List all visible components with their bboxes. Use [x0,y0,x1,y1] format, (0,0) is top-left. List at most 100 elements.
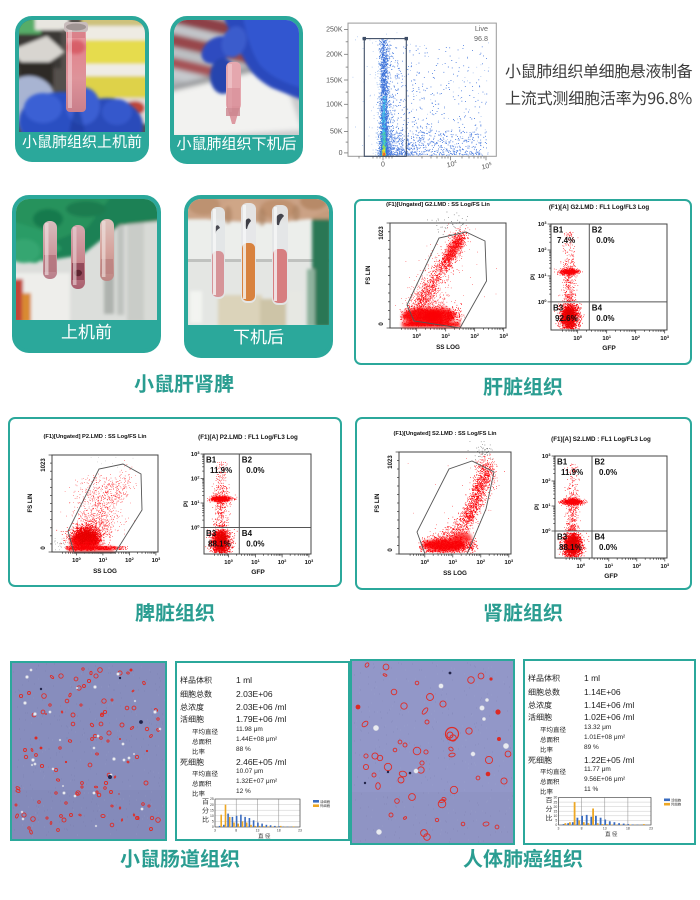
svg-text:1023: 1023 [379,226,385,240]
svg-text:101: 101 [449,559,458,566]
svg-text:103: 103 [538,221,547,228]
svg-text:直 径: 直 径 [605,830,618,838]
svg-text:100: 100 [191,525,200,532]
svg-text:0: 0 [381,162,385,169]
svg-text:102: 102 [631,335,640,342]
svg-text:FS LIN: FS LIN [375,494,381,513]
svg-text:B3: B3 [553,303,564,312]
svg-text:B2: B2 [595,458,606,467]
svg-text:SS LOG: SS LOG [443,570,467,577]
svg-text:0: 0 [388,548,394,552]
svg-text:(F1)[Ungated] P2.LMD : SS Log/: (F1)[Ungated] P2.LMD : SS Log/FS Lin [44,434,148,440]
svg-text:(F1)[A] G2.LMD : FL1 Log/FL3 L: (F1)[A] G2.LMD : FL1 Log/FL3 Log [549,204,650,211]
svg-text:PI: PI [183,501,190,507]
svg-text:直 径: 直 径 [258,832,271,840]
svg-text:B4: B4 [242,529,253,538]
svg-text:B4: B4 [595,533,606,542]
svg-text:50K: 50K [330,129,343,136]
svg-text:1023: 1023 [41,458,47,472]
svg-text:3: 3 [558,827,560,831]
svg-text:100: 100 [412,333,421,340]
svg-text:150K: 150K [326,77,343,84]
svg-text:13: 13 [603,827,607,831]
svg-text:96.8: 96.8 [474,34,488,43]
svg-text:B1: B1 [206,456,217,465]
svg-text:200K: 200K [326,52,343,59]
svg-text:B2: B2 [592,226,603,235]
svg-text:0: 0 [339,150,343,157]
svg-text:8: 8 [581,827,583,831]
svg-text:100K: 100K [326,102,343,109]
svg-text:103: 103 [660,335,669,342]
svg-text:101: 101 [605,563,614,570]
svg-text:死细胞: 死细胞 [671,802,682,807]
svg-text:15: 15 [210,808,214,812]
svg-text:102: 102 [542,478,551,485]
svg-text:101: 101 [441,333,450,340]
svg-text:102: 102 [278,559,287,566]
svg-text:B3: B3 [206,529,217,538]
svg-text:100: 100 [538,299,547,306]
svg-text:SS LOG: SS LOG [436,344,460,351]
svg-text:(F1)[Ungated] S2.LMD : SS Log/: (F1)[Ungated] S2.LMD : SS Log/FS Lin [394,431,498,437]
svg-text:死细胞: 死细胞 [320,803,331,808]
svg-text:88.1%: 88.1% [559,543,582,552]
svg-text:11.9%: 11.9% [561,468,583,477]
svg-text:10: 10 [210,814,214,818]
svg-text:0: 0 [555,823,557,827]
svg-text:100: 100 [72,557,81,564]
svg-text:20: 20 [554,805,558,809]
svg-text:3: 3 [214,829,216,833]
svg-text:B4: B4 [592,303,603,312]
svg-text:103: 103 [305,559,314,566]
svg-text:B2: B2 [242,456,253,465]
svg-text:18: 18 [277,829,281,833]
svg-text:101: 101 [542,503,551,510]
svg-text:7.4%: 7.4% [557,236,575,245]
svg-text:102: 102 [633,563,642,570]
svg-text:SS LOG: SS LOG [93,568,117,575]
svg-text:GFP: GFP [602,345,616,352]
svg-text:0.0%: 0.0% [246,466,264,475]
svg-text:分: 分 [546,805,553,815]
svg-text:100: 100 [577,563,586,570]
svg-text:(F1)[Ungated] G2.LMD : SS Log/: (F1)[Ungated] G2.LMD : SS Log/FS Lin [386,202,490,208]
svg-text:GFP: GFP [604,573,618,580]
svg-text:比: 比 [202,815,209,825]
svg-text:0: 0 [212,825,214,829]
svg-text:B1: B1 [553,226,564,235]
svg-text:百: 百 [546,796,553,806]
svg-text:20: 20 [210,803,214,807]
svg-text:活细胞: 活细胞 [320,799,331,804]
svg-text:23: 23 [649,827,653,831]
svg-text:PI: PI [530,274,537,280]
svg-text:103: 103 [542,453,551,460]
svg-text:103: 103 [505,559,514,566]
svg-text:15: 15 [554,809,558,813]
svg-text:103: 103 [152,557,161,564]
svg-text:B3: B3 [557,533,568,542]
svg-text:23: 23 [298,829,302,833]
svg-text:0: 0 [379,322,385,326]
svg-text:分: 分 [202,806,209,816]
svg-text:100: 100 [421,559,430,566]
svg-text:0.0%: 0.0% [596,236,614,245]
svg-text:100: 100 [542,528,551,535]
svg-text:1023: 1023 [388,455,394,469]
svg-text:FS LIN: FS LIN [366,266,372,285]
svg-text:101: 101 [251,559,260,566]
svg-text:101: 101 [602,335,611,342]
svg-text:102: 102 [125,557,134,564]
svg-text:0.0%: 0.0% [246,540,264,549]
svg-text:PI: PI [534,504,541,510]
svg-text:103: 103 [191,451,200,458]
svg-text:250K: 250K [326,27,343,34]
svg-text:101: 101 [191,500,200,507]
svg-text:103: 103 [661,563,670,570]
svg-text:30: 30 [554,796,558,800]
svg-text:88.1%: 88.1% [208,540,231,549]
svg-text:0.0%: 0.0% [596,314,614,323]
svg-text:Live: Live [475,24,488,33]
svg-text:25: 25 [210,797,214,801]
svg-text:102: 102 [470,333,479,340]
